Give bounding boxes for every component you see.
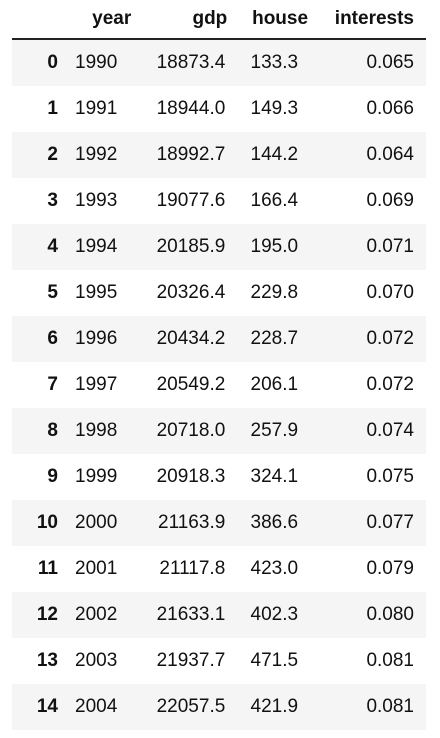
cell-interests: 0.066 (366, 98, 414, 119)
table-row: 12 2002 21633.1 402.3 0.080 (12, 592, 426, 638)
cell-house: 149.3 (250, 98, 299, 119)
cell-gdp: 20918.3 (156, 466, 226, 487)
cell-year: 1997 (75, 374, 118, 395)
cell-interests: 0.072 (366, 374, 414, 395)
cell-house: 228.7 (250, 328, 299, 349)
cell-year: 2000 (75, 512, 118, 533)
cell-gdp: 21163.9 (158, 512, 226, 533)
cell-year: 1995 (75, 282, 118, 303)
column-header-gdp: gdp (143, 0, 240, 40)
cell-interests: 0.072 (366, 328, 414, 349)
cell-gdp: 21117.8 (159, 558, 226, 579)
cell-house: 229.8 (250, 282, 299, 303)
cell-interests: 0.080 (366, 604, 414, 625)
table-row: 11 2001 21117.8 423.0 0.079 (12, 546, 426, 592)
header-row: year gdp house interests (12, 0, 426, 40)
cell-house: 144.2 (250, 144, 299, 165)
row-index: 9 (47, 466, 58, 487)
cell-gdp: 20549.2 (156, 374, 226, 395)
row-index: 5 (47, 282, 58, 303)
cell-interests: 0.070 (366, 282, 414, 303)
row-index: 3 (47, 190, 58, 211)
table-row: 7 1997 20549.2 206.1 0.072 (12, 362, 426, 408)
cell-interests: 0.077 (366, 512, 414, 533)
cell-house: 386.6 (250, 512, 299, 533)
cell-interests: 0.079 (366, 558, 414, 579)
cell-gdp: 20718.0 (156, 420, 226, 441)
cell-house: 257.9 (250, 420, 299, 441)
row-index: 13 (36, 650, 58, 671)
index-header (12, 0, 64, 40)
cell-interests: 0.071 (366, 236, 414, 257)
table-row: 9 1999 20918.3 324.1 0.075 (12, 454, 426, 500)
column-header-interests: interests (320, 0, 426, 40)
row-index: 10 (36, 512, 58, 533)
dataframe-table: year gdp house interests 0 1990 18873.4 133… (12, 0, 426, 730)
table-row: 0 1990 18873.4 133.3 0.065 (12, 39, 426, 86)
cell-house: 471.5 (250, 650, 299, 671)
cell-gdp: 20434.2 (156, 328, 226, 349)
table-row: 13 2003 21937.7 471.5 0.081 (12, 638, 426, 684)
cell-house: 423.0 (250, 558, 299, 579)
row-index: 7 (47, 374, 58, 395)
cell-house: 133.3 (250, 52, 299, 73)
cell-house: 402.3 (250, 604, 299, 625)
table-row: 1 1991 18944.0 149.3 0.066 (12, 86, 426, 132)
cell-house: 166.4 (250, 190, 299, 211)
cell-gdp: 18992.7 (156, 144, 226, 165)
cell-interests: 0.074 (366, 420, 414, 441)
cell-gdp: 18873.4 (156, 52, 226, 73)
row-index: 0 (47, 52, 58, 73)
row-index: 4 (47, 236, 58, 257)
cell-interests: 0.081 (366, 696, 414, 717)
cell-interests: 0.065 (366, 52, 414, 73)
table-row: 3 1993 19077.6 166.4 0.069 (12, 178, 426, 224)
cell-year: 1990 (75, 52, 118, 73)
row-index: 11 (37, 558, 58, 579)
table-header: year gdp house interests (12, 0, 426, 40)
cell-gdp: 21937.7 (156, 650, 226, 671)
cell-house: 206.1 (250, 374, 299, 395)
cell-gdp: 18944.0 (156, 98, 226, 119)
cell-year: 1998 (75, 420, 118, 441)
row-index: 12 (36, 604, 58, 625)
table-row: 5 1995 20326.4 229.8 0.070 (12, 270, 426, 316)
cell-year: 1991 (75, 98, 118, 119)
cell-year: 2001 (75, 558, 118, 579)
row-index: 1 (47, 98, 58, 119)
table-row: 8 1998 20718.0 257.9 0.074 (12, 408, 426, 454)
cell-year: 1993 (75, 190, 118, 211)
table-row: 6 1996 20434.2 228.7 0.072 (12, 316, 426, 362)
column-header-house: house (239, 0, 321, 40)
cell-gdp: 22057.5 (156, 696, 226, 717)
table-row: 10 2000 21163.9 386.6 0.077 (12, 500, 426, 546)
cell-year: 1992 (75, 144, 118, 165)
table-row: 4 1994 20185.9 195.0 0.071 (12, 224, 426, 270)
cell-gdp: 21633.1 (156, 604, 226, 625)
cell-year: 2004 (75, 696, 118, 717)
row-index: 14 (36, 696, 58, 717)
row-index: 6 (47, 328, 58, 349)
row-index: 8 (47, 420, 58, 441)
cell-gdp: 20185.9 (156, 236, 226, 257)
cell-gdp: 20326.4 (156, 282, 226, 303)
cell-interests: 0.064 (366, 144, 414, 165)
cell-house: 421.9 (250, 696, 299, 717)
cell-year: 1996 (75, 328, 118, 349)
cell-house: 324.1 (250, 466, 299, 487)
cell-year: 1999 (75, 466, 118, 487)
table-body: 0 1990 18873.4 133.3 0.065 1 1991 18944.0 149.3 0… (12, 39, 426, 730)
cell-interests: 0.075 (366, 466, 414, 487)
cell-year: 1994 (75, 236, 118, 257)
cell-interests: 0.081 (366, 650, 414, 671)
cell-year: 2002 (75, 604, 118, 625)
cell-year: 2003 (75, 650, 118, 671)
column-header-year: year (64, 0, 144, 40)
cell-house: 195.0 (250, 236, 299, 257)
cell-gdp: 19077.6 (156, 190, 226, 211)
table-row: 14 2004 22057.5 421.9 0.081 (12, 684, 426, 730)
row-index: 2 (47, 144, 58, 165)
cell-interests: 0.069 (366, 190, 414, 211)
table-row: 2 1992 18992.7 144.2 0.064 (12, 132, 426, 178)
